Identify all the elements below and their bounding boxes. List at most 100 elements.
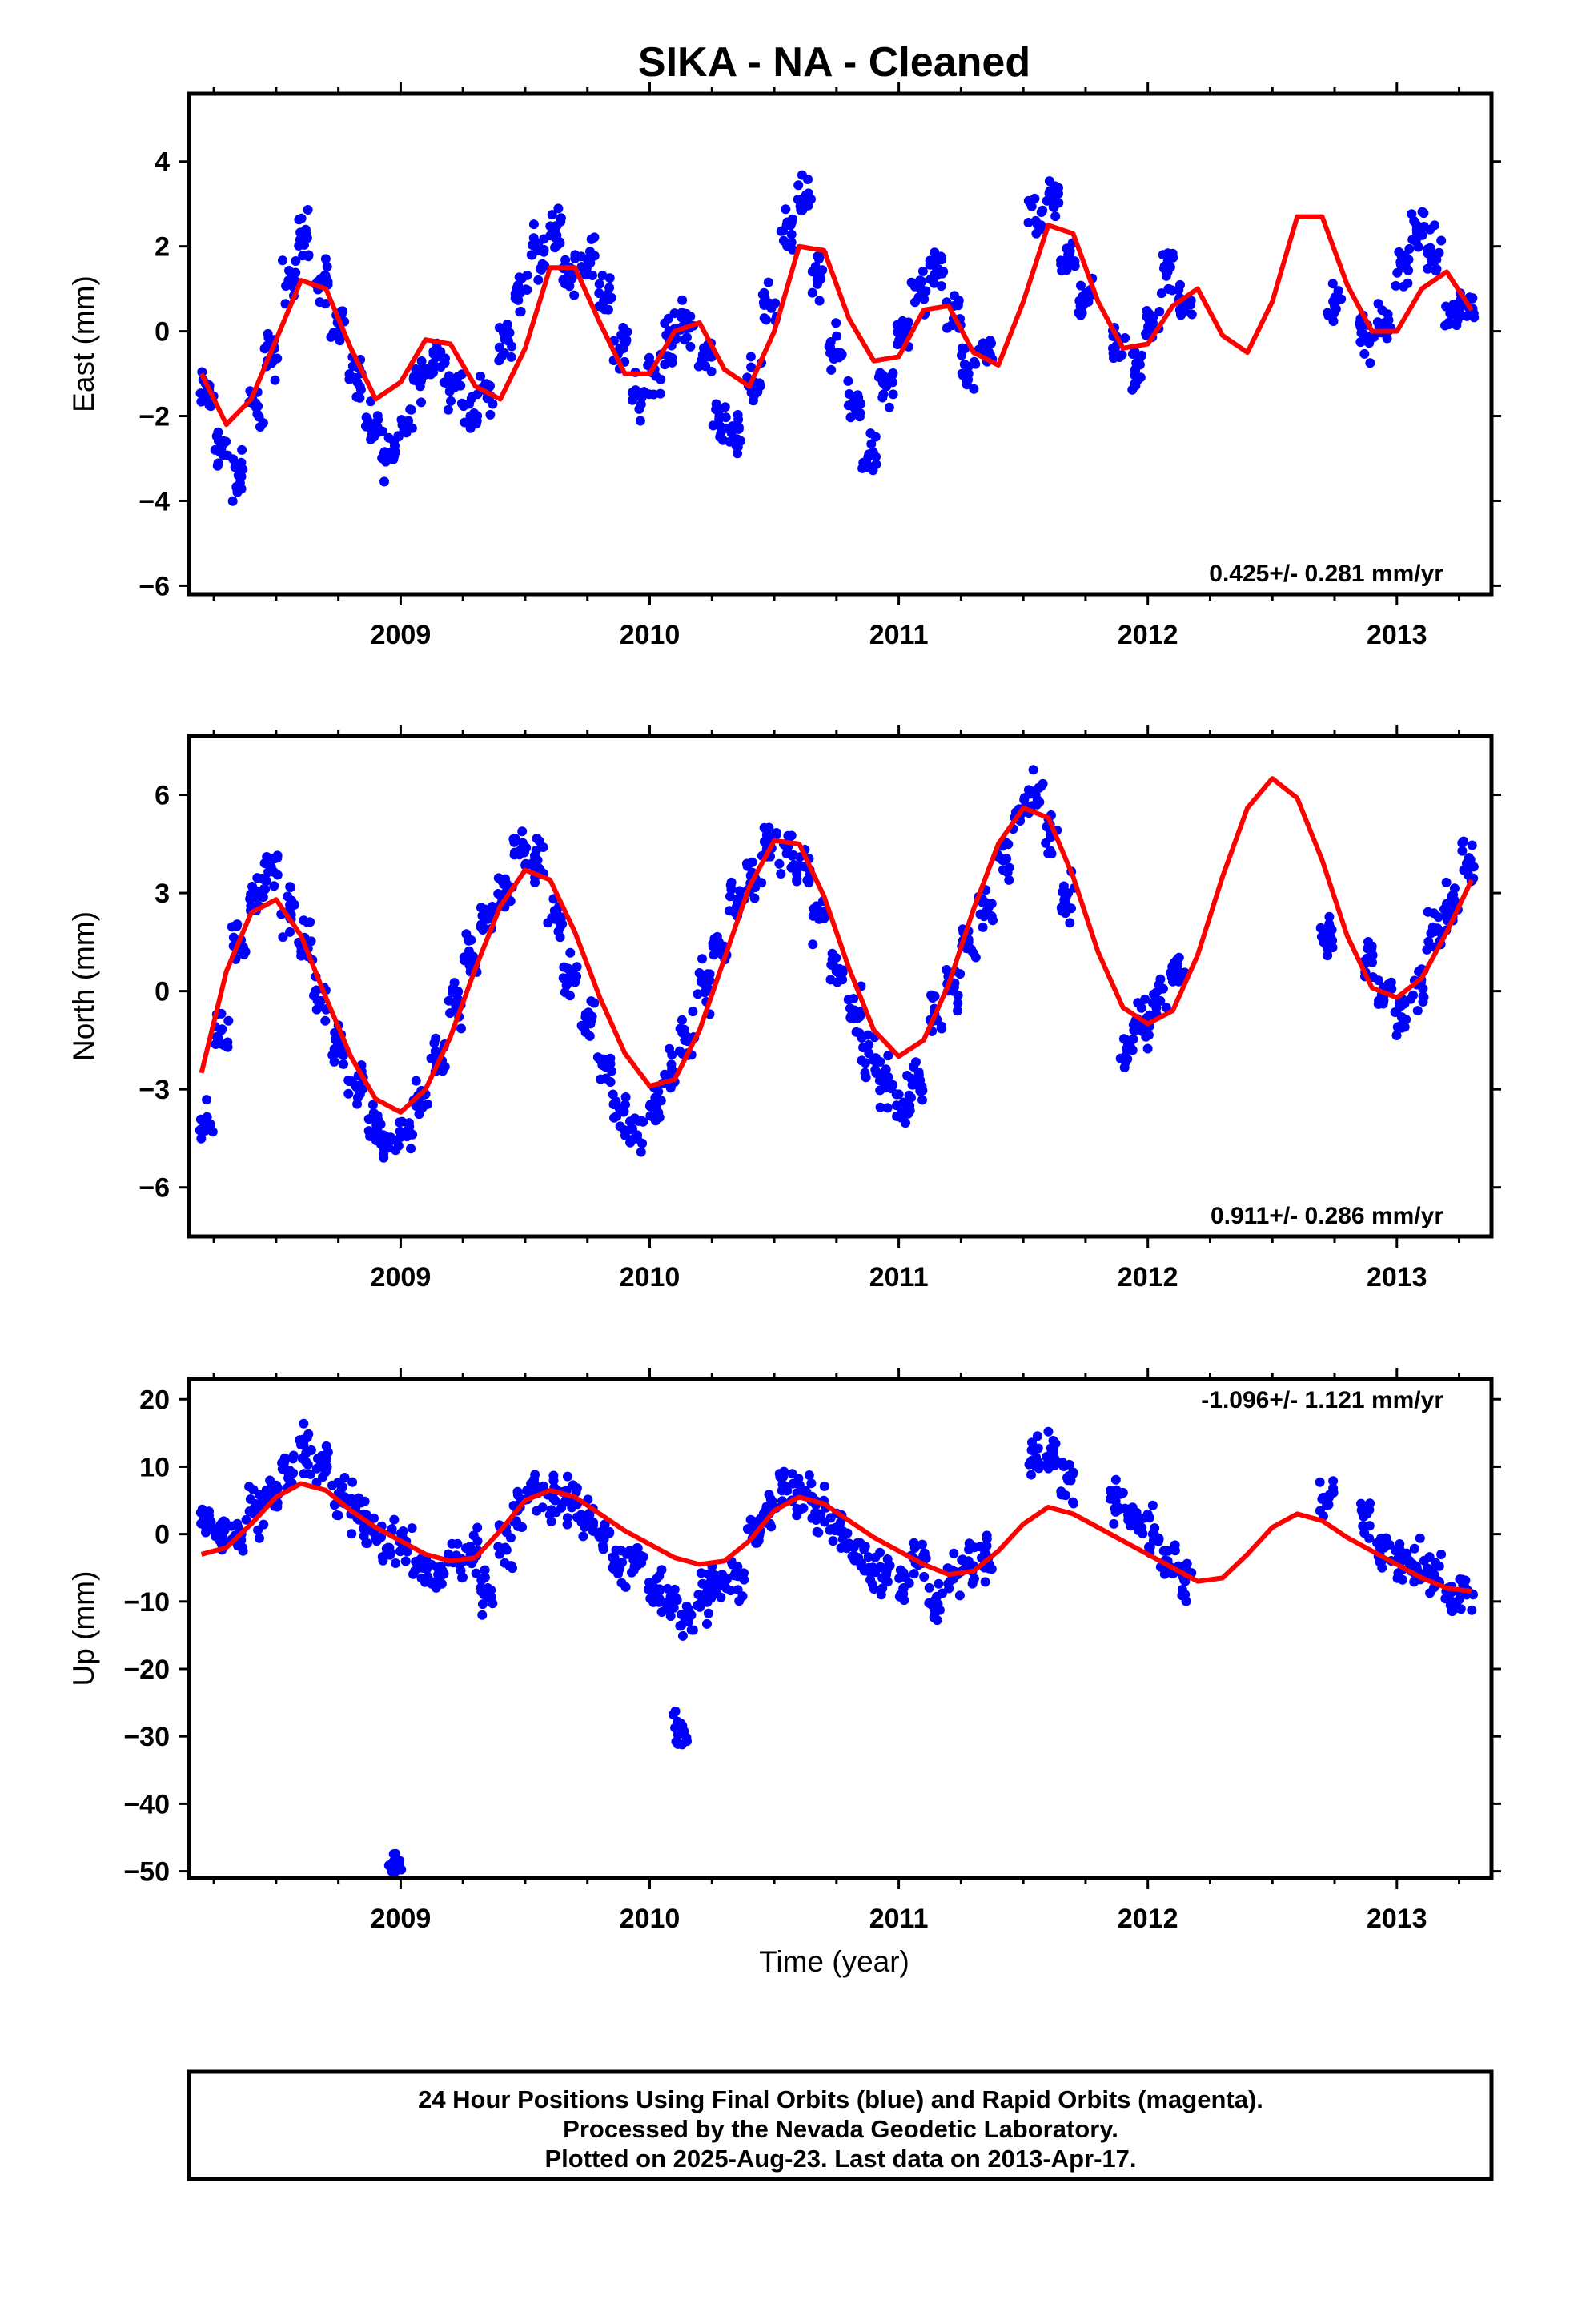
- up-point: [253, 1525, 263, 1535]
- x-axis-label: Time (year): [759, 1945, 909, 1978]
- north-point: [874, 1076, 885, 1086]
- up-point: [1141, 1513, 1151, 1523]
- up-point: [323, 1447, 333, 1458]
- up-point: [218, 1531, 228, 1542]
- north-point: [829, 960, 839, 971]
- east-point: [594, 279, 604, 289]
- east-point: [969, 384, 979, 394]
- up-point: [964, 1559, 974, 1570]
- up-point: [1118, 1487, 1128, 1498]
- east-point: [303, 205, 313, 215]
- up-point: [299, 1436, 309, 1446]
- east-point: [604, 273, 615, 283]
- east-point: [460, 417, 470, 428]
- up-point: [478, 1599, 488, 1610]
- east-point: [522, 285, 532, 295]
- up-point: [457, 1573, 467, 1583]
- up-point: [436, 1562, 446, 1572]
- up-point: [1391, 1546, 1401, 1556]
- north-point: [787, 850, 797, 861]
- north-point: [375, 1119, 386, 1129]
- north-point: [1315, 923, 1326, 933]
- north-point: [868, 1055, 878, 1065]
- east-point: [379, 448, 389, 459]
- up-point: [670, 1723, 681, 1733]
- north-point: [1422, 944, 1432, 955]
- up-point: [195, 1507, 206, 1518]
- up-point: [1026, 1470, 1036, 1480]
- up-point: [632, 1543, 643, 1554]
- up-point: [517, 1522, 528, 1532]
- up-point: [929, 1612, 939, 1622]
- east-point: [567, 273, 577, 283]
- east-point: [1159, 263, 1169, 274]
- north-point: [1142, 1043, 1153, 1054]
- up-point: [1358, 1521, 1368, 1531]
- up-point: [1181, 1596, 1191, 1606]
- north-point: [733, 895, 743, 904]
- up-point: [648, 1597, 659, 1607]
- up-point: [530, 1470, 540, 1480]
- north-point: [998, 865, 1008, 875]
- east-point: [204, 400, 215, 411]
- north-point: [1432, 923, 1443, 934]
- east-point: [1161, 271, 1171, 281]
- north-point: [1423, 936, 1434, 947]
- east-point: [258, 418, 268, 428]
- east-point: [797, 205, 808, 215]
- north-point: [725, 891, 735, 902]
- north-point: [761, 830, 772, 841]
- north-xtick-label: 2009: [371, 1262, 432, 1293]
- north-point: [620, 1100, 630, 1110]
- east-point: [594, 288, 604, 298]
- north-point: [863, 1030, 873, 1040]
- up-point: [578, 1531, 588, 1542]
- up-point: [494, 1549, 504, 1559]
- north-point: [1468, 862, 1479, 872]
- east-point: [1050, 211, 1061, 222]
- up-xtick-label: 2010: [620, 1904, 681, 1934]
- up-point: [654, 1586, 665, 1597]
- up-point: [1031, 1452, 1042, 1462]
- east-point: [877, 370, 888, 380]
- east-point: [238, 464, 248, 475]
- up-point: [949, 1548, 959, 1558]
- north-point: [311, 985, 322, 995]
- east-point: [903, 317, 913, 328]
- up-point: [391, 1558, 401, 1568]
- up-point: [747, 1516, 757, 1526]
- north-point: [705, 975, 715, 986]
- east-point: [459, 401, 468, 412]
- east-point: [499, 348, 509, 358]
- north-point: [363, 1114, 374, 1124]
- east-point: [884, 402, 894, 412]
- east-point: [932, 270, 942, 280]
- east-point: [770, 298, 781, 308]
- east-point: [701, 348, 712, 358]
- north-point: [913, 1067, 924, 1077]
- up-point: [1456, 1604, 1466, 1614]
- north-point: [917, 1081, 927, 1092]
- east-xtick-label: 2012: [1118, 620, 1178, 650]
- up-point: [710, 1570, 721, 1580]
- east-point: [711, 399, 721, 409]
- east-point: [843, 400, 853, 411]
- north-point: [896, 1112, 906, 1123]
- up-point: [644, 1584, 653, 1594]
- east-point: [1425, 224, 1435, 235]
- east-point: [957, 350, 966, 360]
- up-points: [195, 1418, 1478, 1876]
- north-point: [650, 1092, 661, 1103]
- north-point: [211, 1039, 221, 1049]
- east-point: [1327, 279, 1338, 289]
- north-point: [709, 950, 719, 960]
- north-point: [202, 1095, 212, 1105]
- north-point: [354, 1080, 364, 1091]
- east-point: [237, 444, 247, 455]
- up-point: [255, 1533, 264, 1543]
- up-point: [656, 1565, 667, 1575]
- up-point: [443, 1549, 453, 1559]
- east-point: [868, 463, 878, 473]
- north-xtick-label: 2012: [1118, 1262, 1178, 1293]
- north-point: [726, 877, 737, 887]
